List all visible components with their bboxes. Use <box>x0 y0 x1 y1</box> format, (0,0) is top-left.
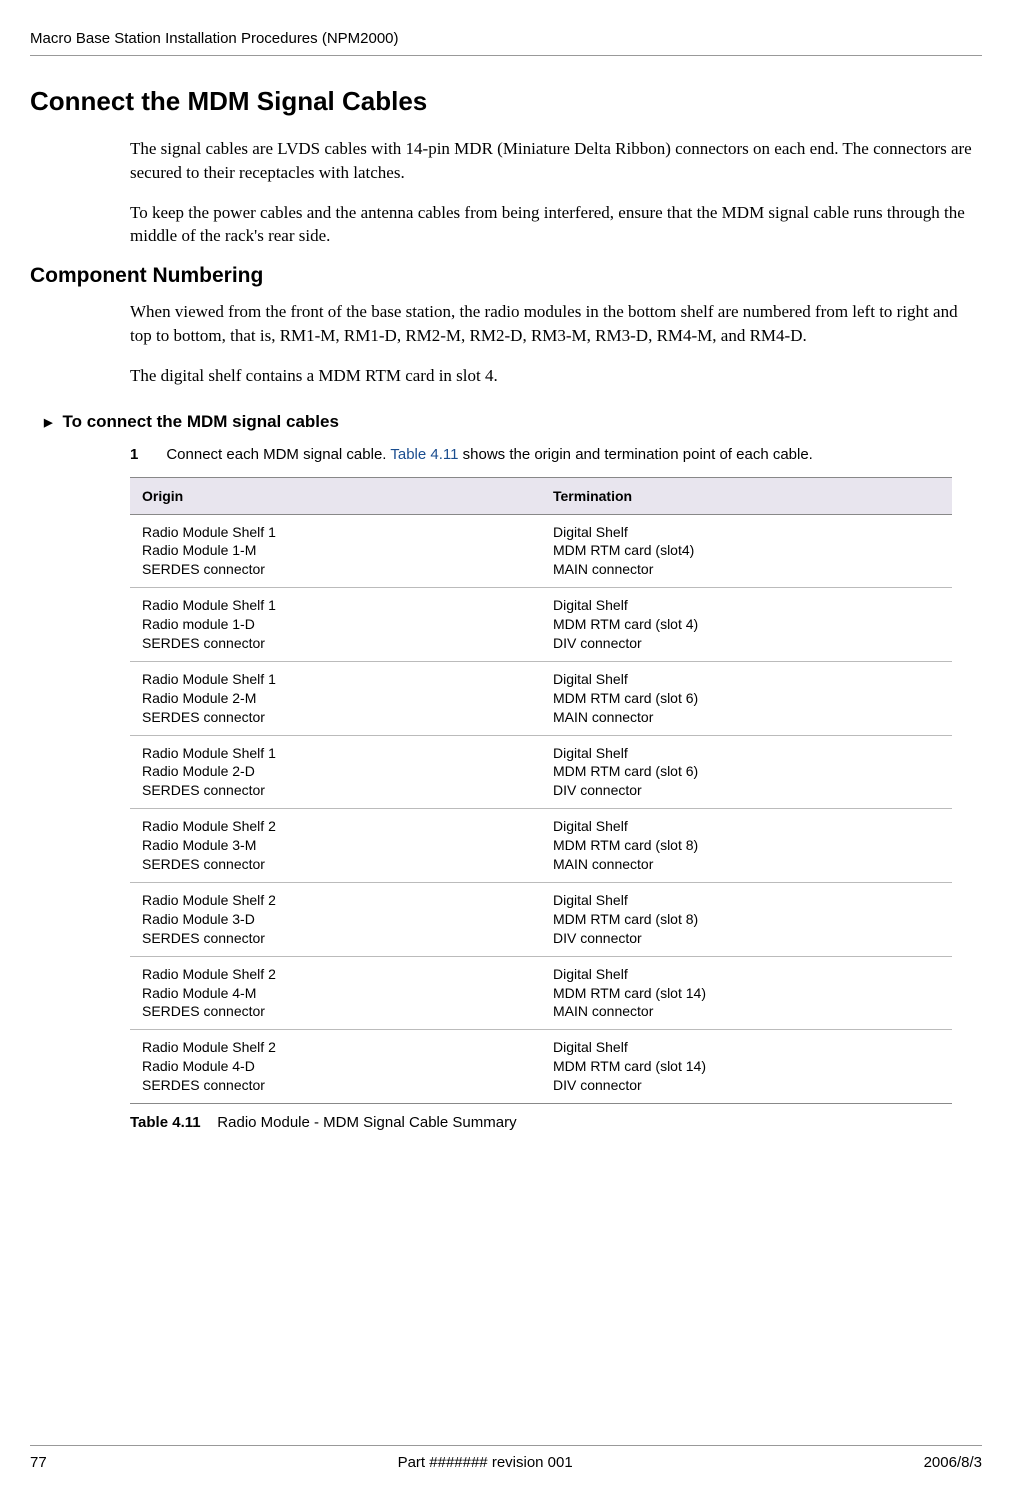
table-cell-origin: Radio Module Shelf 2Radio Module 4-MSERD… <box>130 956 541 1030</box>
table-row: Radio Module Shelf 1Radio module 1-DSERD… <box>130 588 952 662</box>
document-header-title: Macro Base Station Installation Procedur… <box>30 30 982 47</box>
section-paragraph-1: The signal cables are LVDS cables with 1… <box>130 137 982 185</box>
table-cell-termination: Digital ShelfMDM RTM card (slot 6)DIV co… <box>541 735 952 809</box>
step-text-post: shows the origin and termination point o… <box>458 446 812 463</box>
table-cell-origin: Radio Module Shelf 1Radio module 1-DSERD… <box>130 588 541 662</box>
step-text-pre: Connect each MDM signal cable. <box>166 446 390 463</box>
footer-divider <box>30 1445 982 1446</box>
procedure-step: 1 Connect each MDM signal cable. Table 4… <box>130 446 982 463</box>
section-heading: Connect the MDM Signal Cables <box>30 86 982 117</box>
table-caption-text: Radio Module - MDM Signal Cable Summary <box>217 1114 516 1131</box>
table-row: Radio Module Shelf 2Radio Module 4-DSERD… <box>130 1030 952 1104</box>
subsection-paragraph-2: The digital shelf contains a MDM RTM car… <box>130 364 982 388</box>
step-text: Connect each MDM signal cable. Table 4.1… <box>166 446 982 463</box>
table-cell-termination: Digital ShelfMDM RTM card (slot 4)DIV co… <box>541 588 952 662</box>
table-cell-termination: Digital ShelfMDM RTM card (slot4)MAIN co… <box>541 514 952 588</box>
table-cell-termination: Digital ShelfMDM RTM card (slot 14)DIV c… <box>541 1030 952 1104</box>
table-caption: Table 4.11 Radio Module - MDM Signal Cab… <box>130 1114 982 1131</box>
table-cell-origin: Radio Module Shelf 1Radio Module 2-DSERD… <box>130 735 541 809</box>
cable-summary-table: Origin Termination Radio Module Shelf 1R… <box>130 477 952 1104</box>
procedure-heading: To connect the MDM signal cables <box>44 412 982 432</box>
step-number: 1 <box>130 446 138 463</box>
table-cell-termination: Digital ShelfMDM RTM card (slot 14)MAIN … <box>541 956 952 1030</box>
footer-date: 2006/8/3 <box>924 1454 982 1471</box>
table-row: Radio Module Shelf 1Radio Module 1-MSERD… <box>130 514 952 588</box>
table-caption-label: Table 4.11 <box>130 1114 201 1131</box>
table-row: Radio Module Shelf 2Radio Module 4-MSERD… <box>130 956 952 1030</box>
table-row: Radio Module Shelf 2Radio Module 3-MSERD… <box>130 809 952 883</box>
footer-page-number: 77 <box>30 1454 47 1471</box>
header-divider <box>30 55 982 56</box>
table-cell-termination: Digital ShelfMDM RTM card (slot 8)MAIN c… <box>541 809 952 883</box>
table-header-termination: Termination <box>541 477 952 514</box>
table-cell-origin: Radio Module Shelf 2Radio Module 4-DSERD… <box>130 1030 541 1104</box>
table-caption-spacer <box>205 1114 213 1131</box>
subsection-heading: Component Numbering <box>30 264 982 288</box>
table-cell-termination: Digital ShelfMDM RTM card (slot 6)MAIN c… <box>541 661 952 735</box>
table-row: Radio Module Shelf 1Radio Module 2-MSERD… <box>130 661 952 735</box>
table-cell-termination: Digital ShelfMDM RTM card (slot 8)DIV co… <box>541 882 952 956</box>
subsection-paragraph-1: When viewed from the front of the base s… <box>130 300 982 348</box>
table-reference-link[interactable]: Table 4.11 <box>390 446 458 463</box>
footer-center-text: Part ####### revision 001 <box>398 1454 573 1471</box>
table-cell-origin: Radio Module Shelf 2Radio Module 3-DSERD… <box>130 882 541 956</box>
table-row: Radio Module Shelf 1Radio Module 2-DSERD… <box>130 735 952 809</box>
section-paragraph-2: To keep the power cables and the antenna… <box>130 201 982 249</box>
table-header-row: Origin Termination <box>130 477 952 514</box>
table-cell-origin: Radio Module Shelf 1Radio Module 1-MSERD… <box>130 514 541 588</box>
table-row: Radio Module Shelf 2Radio Module 3-DSERD… <box>130 882 952 956</box>
table-cell-origin: Radio Module Shelf 2Radio Module 3-MSERD… <box>130 809 541 883</box>
table-cell-origin: Radio Module Shelf 1Radio Module 2-MSERD… <box>130 661 541 735</box>
table-header-origin: Origin <box>130 477 541 514</box>
